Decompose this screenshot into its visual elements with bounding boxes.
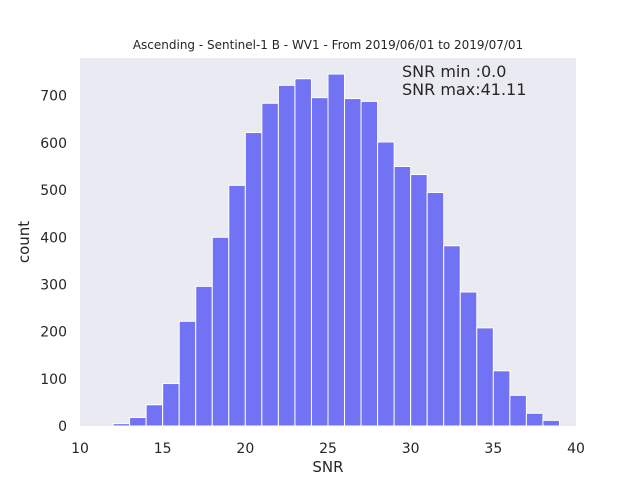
- histogram-bar: [244, 132, 263, 427]
- x-tick-label: 25: [319, 441, 337, 457]
- annotation-snr-min: SNR min :0.0: [402, 62, 506, 81]
- x-tick-labels: 10 15 20 25 30 35 40: [71, 441, 585, 457]
- histogram-bar: [261, 102, 279, 427]
- histogram-bar: [145, 404, 164, 427]
- histogram-bar: [410, 174, 428, 427]
- histogram-bar: [360, 100, 379, 427]
- annotation-snr-max: SNR max:41.11: [402, 80, 526, 99]
- histogram-bar: [443, 245, 461, 427]
- y-tick-label: 700: [40, 89, 67, 105]
- histogram-bar: [327, 73, 346, 427]
- y-tick-label: 0: [58, 419, 67, 435]
- histogram-bar: [178, 320, 197, 427]
- y-axis-label: count: [15, 221, 33, 263]
- x-tick-label: 35: [484, 441, 502, 457]
- x-tick-label: 40: [567, 441, 585, 457]
- histogram-bar: [310, 97, 329, 427]
- x-tick-label: 30: [402, 441, 420, 457]
- histogram-bar: [228, 184, 246, 427]
- histogram-bar: [377, 141, 395, 427]
- histogram-bar: [277, 84, 296, 427]
- histogram-bar: [195, 285, 213, 427]
- y-tick-label: 100: [40, 372, 67, 388]
- histogram-bar: [476, 327, 494, 427]
- histogram-bar: [492, 370, 511, 427]
- bars-group: [112, 73, 560, 427]
- histogram-bar: [393, 166, 412, 427]
- chart-title: Ascending - Sentinel-1 B - WV1 - From 20…: [133, 38, 523, 52]
- histogram-bar: [129, 417, 147, 427]
- x-tick-label: 15: [154, 441, 172, 457]
- x-axis-label: SNR: [312, 458, 343, 476]
- histogram-bar: [542, 419, 560, 427]
- histogram-bar: [112, 423, 131, 427]
- y-tick-label: 500: [40, 183, 67, 199]
- histogram-bar: [294, 78, 312, 427]
- y-tick-label: 300: [40, 277, 67, 293]
- y-tick-label: 400: [40, 230, 67, 246]
- y-tick-label: 600: [40, 136, 67, 152]
- histogram-bar: [459, 291, 478, 427]
- x-tick-label: 10: [71, 441, 89, 457]
- x-tick-label: 20: [236, 441, 254, 457]
- y-tick-labels: 0 100 200 300 400 500 600 700: [40, 89, 67, 435]
- histogram-bar: [162, 383, 180, 427]
- histogram-bar: [509, 394, 527, 427]
- histogram-bar: [426, 191, 445, 427]
- histogram-bar: [344, 98, 362, 427]
- y-tick-label: 200: [40, 325, 67, 341]
- histogram-bar: [211, 236, 230, 427]
- histogram-bar: [525, 412, 544, 427]
